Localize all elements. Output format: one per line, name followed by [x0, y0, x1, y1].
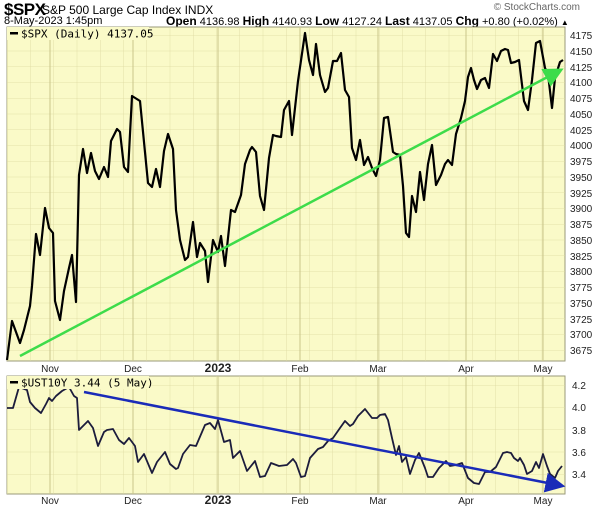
svg-text:4075: 4075 [570, 94, 593, 105]
svg-text:4100: 4100 [570, 78, 593, 89]
svg-text:3950: 3950 [570, 173, 593, 184]
watermark: © StockCharts.com [493, 2, 580, 13]
svg-text:3875: 3875 [570, 220, 593, 231]
svg-text:3750: 3750 [570, 299, 593, 310]
svg-text:Feb: Feb [291, 364, 309, 375]
svg-text:4000: 4000 [570, 141, 593, 152]
high-value: 4140.93 [272, 16, 313, 28]
ust10y-downtrend-line [83, 390, 566, 493]
spx-uptrend-line [19, 68, 564, 358]
svg-text:3725: 3725 [570, 315, 593, 326]
svg-text:Nov: Nov [41, 364, 59, 375]
svg-text:3975: 3975 [570, 157, 593, 168]
svg-text:4050: 4050 [570, 110, 593, 121]
svg-text:3850: 3850 [570, 236, 593, 247]
svg-text:3825: 3825 [570, 252, 593, 263]
svg-text:Nov: Nov [41, 496, 59, 507]
svg-text:May: May [534, 496, 553, 507]
exchange-label: INDX [184, 3, 214, 17]
up-triangle-icon: ▲ [560, 18, 569, 27]
spx-legend: $SPX (Daily) 4137.05 [21, 28, 153, 41]
svg-text:4125: 4125 [570, 63, 593, 74]
svg-text:3675: 3675 [570, 346, 593, 357]
svg-text:4.2: 4.2 [572, 381, 586, 392]
svg-text:4175: 4175 [570, 31, 593, 42]
spx-x-axis: Nov Dec 2023 Feb Mar Apr May [41, 361, 552, 375]
quote-datetime: 8-May-2023 1:45pm [4, 15, 103, 27]
svg-text:4.0: 4.0 [572, 403, 586, 414]
last-value: 4137.05 [412, 16, 453, 28]
svg-text:3775: 3775 [570, 283, 593, 294]
spx-y-axis: 4175 4150 4125 4100 4075 4050 4025 4000 … [570, 31, 593, 357]
svg-text:4025: 4025 [570, 126, 593, 137]
ust10y-y-axis: 4.2 4.0 3.8 3.6 3.4 [572, 381, 586, 481]
svg-text:Apr: Apr [458, 364, 474, 375]
ust10y-x-axis: Nov Dec 2023 Feb Mar Apr May [41, 493, 552, 507]
svg-text:3.8: 3.8 [572, 426, 586, 437]
spx-panel: $SPX (Daily) 4137.05 [5, 26, 566, 362]
svg-text:Dec: Dec [124, 496, 142, 507]
svg-text:3700: 3700 [570, 330, 593, 341]
svg-text:3900: 3900 [570, 204, 593, 215]
svg-text:Feb: Feb [291, 496, 309, 507]
ust10y-legend: $UST10Y 3.44 (5 May) [21, 377, 153, 390]
svg-text:2023: 2023 [205, 361, 232, 375]
quote-summary: Open 4136.98 High 4140.93 Low 4127.24 La… [166, 14, 569, 28]
svg-text:Mar: Mar [369, 496, 387, 507]
svg-text:4150: 4150 [570, 47, 593, 58]
spx-price-line [5, 31, 564, 361]
change-value: +0.80 (+0.02%) [481, 16, 558, 28]
svg-text:Apr: Apr [458, 496, 474, 507]
svg-text:2023: 2023 [205, 493, 232, 507]
svg-text:3925: 3925 [570, 189, 593, 200]
index-name: S&P 500 Large Cap Index INDX [42, 3, 214, 17]
symbol-title: $SPX [4, 0, 46, 19]
svg-text:3.4: 3.4 [572, 470, 586, 481]
open-value: 4136.98 [199, 16, 240, 28]
low-value: 4127.24 [342, 16, 382, 28]
svg-text:May: May [534, 364, 553, 375]
chart-header: $SPX S&P 500 Large Cap Index INDX 8-May-… [0, 0, 600, 28]
svg-text:Mar: Mar [369, 364, 387, 375]
svg-text:3.6: 3.6 [572, 448, 586, 459]
svg-text:3800: 3800 [570, 267, 593, 278]
ust10y-panel: $UST10Y 3.44 (5 May) [6, 375, 566, 495]
svg-text:Dec: Dec [124, 364, 142, 375]
ust10y-line [7, 386, 563, 485]
